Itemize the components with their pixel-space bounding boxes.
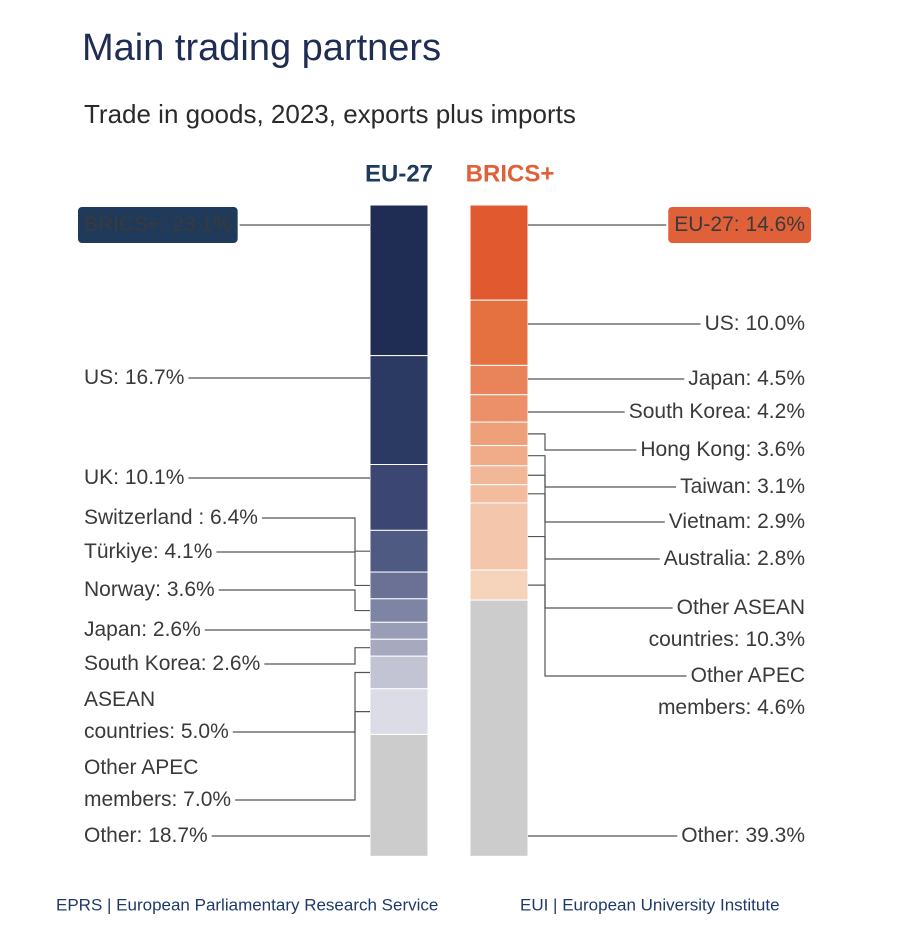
- segment-label: Türkiye: 4.1%: [84, 540, 212, 563]
- leader-line: [232, 671, 370, 733]
- segment-label: South Korea: 4.2%: [629, 400, 805, 423]
- label-box: [668, 207, 811, 243]
- segment: [469, 465, 529, 486]
- segment: [369, 655, 429, 690]
- segment: [469, 484, 529, 504]
- leader-line: [528, 493, 660, 560]
- leader-line: [264, 647, 370, 665]
- segment-label: Taiwan: 3.1%: [680, 475, 805, 498]
- segment: [469, 364, 529, 396]
- chart-title: Main trading partners: [82, 27, 441, 69]
- segment-label: Hong Kong: 3.6%: [640, 438, 805, 461]
- segment-label: Switzerland : 6.4%: [84, 506, 258, 529]
- label-box: [78, 207, 238, 243]
- segment-label: UK: 10.1%: [84, 466, 184, 489]
- leader-line: [528, 433, 637, 451]
- leader-line: [528, 455, 677, 488]
- segment-label: Vietnam: 2.9%: [669, 510, 805, 533]
- segment: [369, 463, 429, 531]
- chart-subtitle: Trade in goods, 2023, exports plus impor…: [84, 99, 576, 129]
- segment-label: South Korea: 2.6%: [84, 652, 260, 675]
- segment-label: US: 10.0%: [705, 312, 805, 335]
- segment-label: Other: 39.3%: [681, 824, 805, 847]
- column-header: EU-27: [365, 160, 433, 187]
- segment-label: Other ASEAN countries: 10.3%: [649, 596, 805, 651]
- segment-label: EU-27: 14.6%: [674, 213, 805, 236]
- segment: [369, 204, 429, 357]
- leader-line: [235, 711, 370, 801]
- segment-label: ASEAN countries: 5.0%: [84, 688, 229, 743]
- segment-label: Japan: 4.5%: [688, 367, 805, 390]
- column-header: BRICS+: [466, 160, 555, 187]
- segment: [369, 621, 429, 640]
- segment: [369, 638, 429, 657]
- segment: [469, 421, 529, 447]
- source: EPRS | European Parliamentary Research S…: [56, 895, 438, 914]
- segment-label: BRICS+: 23.1%: [84, 213, 232, 236]
- segment: [469, 299, 529, 366]
- segment: [469, 569, 529, 601]
- segment-label: Norway: 3.6%: [84, 578, 215, 601]
- leader-line: [528, 474, 665, 523]
- segment: [369, 355, 429, 465]
- segment: [469, 502, 529, 571]
- leader-line: [528, 535, 673, 609]
- leader-line: [216, 551, 370, 587]
- segment-label: Japan: 2.6%: [84, 618, 201, 641]
- segment-label: Other APEC members: 7.0%: [84, 756, 231, 811]
- segment: [369, 571, 429, 600]
- segment-label: Other APEC members: 4.6%: [658, 664, 805, 719]
- segment: [369, 733, 429, 857]
- segment-label: US: 16.7%: [84, 366, 184, 389]
- segment: [369, 688, 429, 735]
- segment: [469, 599, 529, 857]
- segment: [369, 529, 429, 573]
- leader-line: [218, 589, 370, 612]
- segment: [469, 204, 529, 301]
- segment: [469, 394, 529, 423]
- segment: [369, 598, 429, 623]
- segment-label: Australia: 2.8%: [664, 547, 805, 570]
- segment-label: Other: 18.7%: [84, 824, 208, 847]
- leader-line: [528, 584, 687, 677]
- segment: [469, 445, 529, 467]
- leader-line: [261, 517, 370, 552]
- source: EUI | European University Institute: [520, 895, 780, 914]
